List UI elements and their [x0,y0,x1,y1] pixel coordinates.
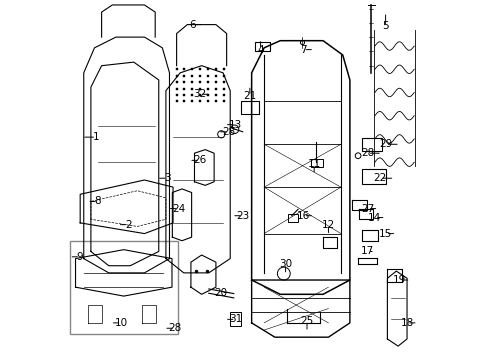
Text: 2: 2 [125,220,131,230]
Text: 1: 1 [93,132,100,142]
Text: 4: 4 [257,45,264,55]
Text: 32: 32 [193,89,206,99]
Text: 27: 27 [360,203,374,213]
Bar [362,138,381,152]
Text: 5: 5 [382,21,388,31]
Text: 9: 9 [77,252,83,262]
Text: 14: 14 [367,212,381,222]
Text: 19: 19 [392,275,406,285]
Text: 22: 22 [373,173,386,183]
Text: 31: 31 [228,314,242,324]
Text: 15: 15 [378,229,391,239]
Bar [241,102,258,114]
Text: 25: 25 [300,316,313,326]
Bar [230,312,241,327]
Text: 12: 12 [321,220,334,230]
Text: 29: 29 [378,139,391,149]
Text: 6: 6 [189,19,196,30]
Text: 23: 23 [236,211,249,221]
Text: 26: 26 [193,156,206,165]
Text: 30: 30 [279,259,291,269]
Bar [362,169,385,184]
Text: 13: 13 [228,120,242,130]
Bar [310,158,323,167]
Text: 21: 21 [243,91,256,101]
Text: 17: 17 [360,247,374,256]
Text: 18: 18 [400,318,413,328]
Text: 16: 16 [296,211,309,221]
Text: 20: 20 [214,288,227,297]
Bar [255,42,269,51]
Bar [287,214,298,222]
Text: 28: 28 [168,323,181,333]
Text: 3: 3 [164,173,171,183]
Text: 24: 24 [171,203,184,213]
Bar [70,241,178,334]
Text: 28: 28 [360,148,374,158]
Text: 10: 10 [115,318,127,328]
Text: 28: 28 [222,127,235,137]
Text: 7: 7 [300,45,306,55]
Text: 8: 8 [95,197,101,206]
Text: 11: 11 [307,159,320,169]
